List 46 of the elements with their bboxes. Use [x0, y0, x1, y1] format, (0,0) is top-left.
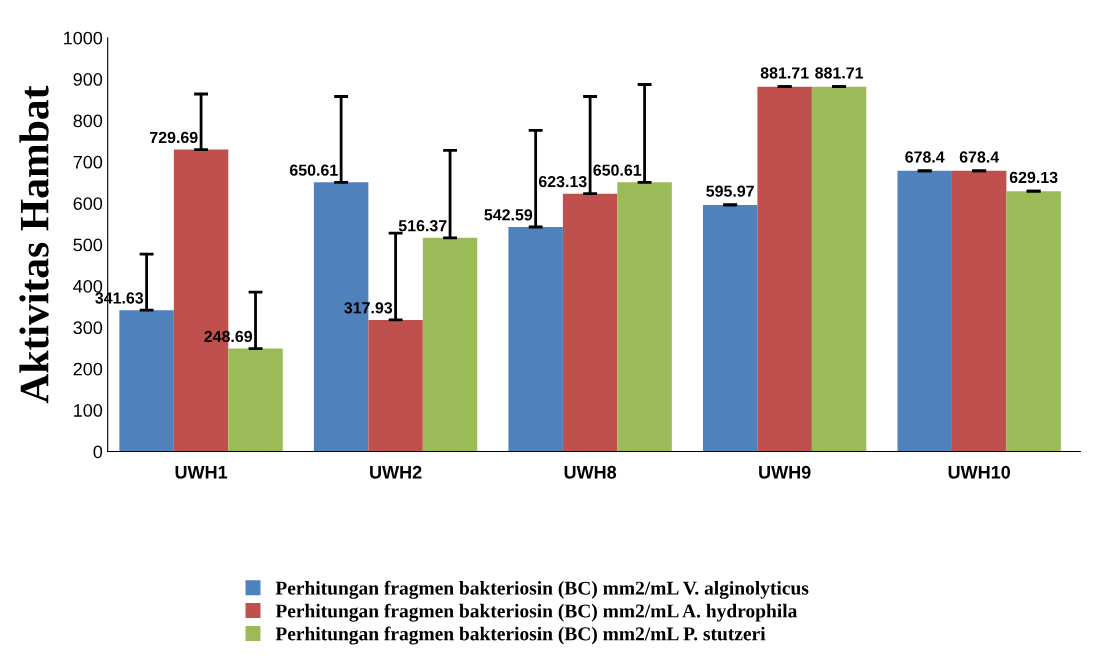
data-label: 678.4 — [905, 151, 945, 163]
data-label: 542.59 — [484, 209, 533, 221]
data-label: 729.69 — [149, 131, 198, 144]
y-tick-label: 800 — [73, 114, 103, 128]
bar — [562, 193, 618, 452]
legend-label: Perhitungan fragmen bakteriosin (BC) mm2/mL V. alginolyticus — [275, 580, 809, 599]
y-tick-label: 1000 — [64, 31, 103, 45]
y-tick-label: 200 — [73, 362, 103, 376]
data-label: 881.71 — [760, 67, 809, 79]
legend-label: Perhitungan fragmen bakteriosin (BC) mm2/mL P. stutzeri — [275, 626, 766, 645]
x-tick-label: UWH8 — [564, 465, 617, 479]
bar — [617, 182, 672, 452]
bar — [702, 204, 758, 452]
y-tick-label: 900 — [73, 73, 103, 86]
x-tick-label: UWH10 — [948, 465, 1011, 479]
y-tick-label: 400 — [73, 279, 103, 293]
y-tick-label: 700 — [73, 155, 103, 169]
bar — [422, 237, 478, 452]
data-label: 881.71 — [815, 67, 864, 79]
data-label: 516.37 — [398, 220, 447, 232]
bar — [951, 170, 1007, 452]
bar — [757, 86, 812, 452]
data-label: 629.13 — [1009, 171, 1058, 184]
data-label: 650.61 — [289, 164, 338, 176]
bar — [1006, 191, 1061, 452]
y-tick-label: 500 — [73, 238, 103, 252]
data-label: 678.4 — [959, 151, 1000, 163]
legend-label: Perhitungan fragmen bakteriosin (BC) mm2/mL A. hydrophila — [275, 603, 798, 622]
data-label: 595.97 — [706, 185, 754, 197]
y-tick-label: 600 — [73, 197, 103, 210]
y-tick-label: 100 — [74, 404, 103, 417]
x-tick-label: UWH1 — [175, 466, 228, 479]
bar — [897, 170, 952, 452]
bar — [119, 310, 174, 452]
y-axis-title: Aktivitas Hambat — [19, 85, 49, 404]
bar — [811, 86, 867, 452]
bar — [368, 319, 423, 452]
bar — [508, 226, 563, 452]
y-tick-label: 0 — [93, 445, 103, 459]
bar — [228, 348, 283, 452]
x-tick-label: UWH2 — [370, 465, 422, 479]
x-tick-label: UWH9 — [759, 465, 811, 479]
data-label: 623.13 — [538, 175, 587, 188]
data-label: 650.61 — [593, 164, 642, 176]
y-tick-label: 300 — [73, 321, 103, 335]
data-label: 248.69 — [204, 330, 253, 343]
